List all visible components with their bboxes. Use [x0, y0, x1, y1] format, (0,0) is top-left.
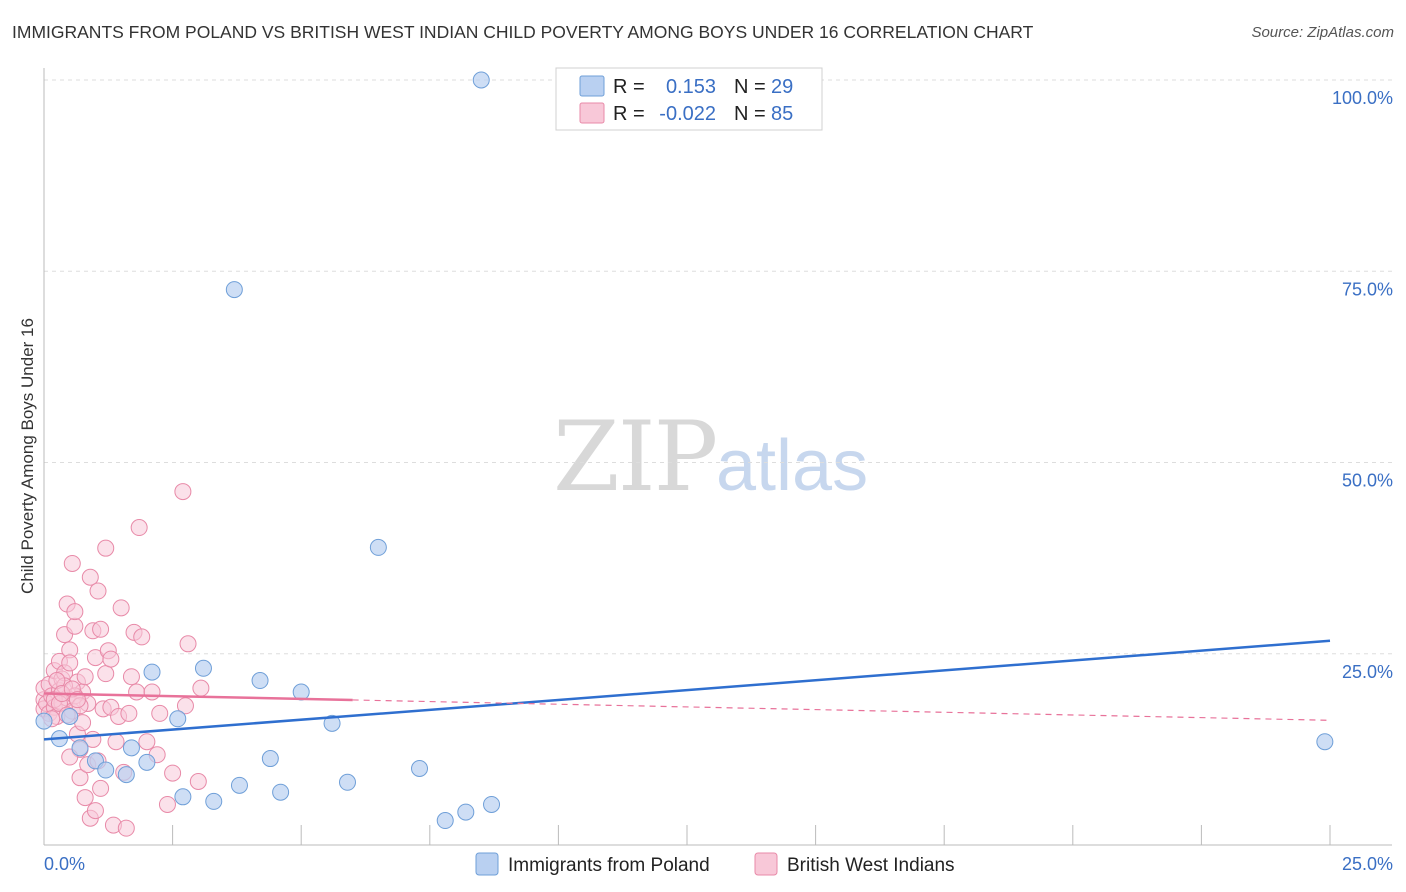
data-point-british-west-indians — [97, 665, 115, 683]
data-point-british-west-indians — [63, 554, 81, 572]
x-tick-label: 25.0% — [1342, 854, 1393, 874]
data-point-immigrants-from-poland — [61, 707, 79, 725]
legend-swatch-poland — [475, 852, 499, 876]
y-tick-label: 75.0% — [1342, 279, 1393, 299]
legend-swatch-pink — [579, 102, 605, 124]
data-point-british-west-indians — [120, 704, 138, 722]
data-point-british-west-indians — [86, 802, 104, 820]
legend-swatch-blue — [579, 75, 605, 97]
data-point-british-west-indians — [164, 764, 182, 782]
data-point-british-west-indians — [66, 617, 84, 635]
data-point-british-west-indians — [174, 483, 192, 501]
data-point-british-west-indians — [61, 654, 79, 672]
data-point-british-west-indians — [179, 635, 197, 653]
series-british-west-indians — [35, 483, 210, 837]
legend-r-value: 0.153 — [666, 76, 716, 98]
data-point-immigrants-from-poland — [1316, 733, 1334, 751]
trend-line-british-west-indians — [43, 692, 353, 702]
data-point-british-west-indians — [76, 668, 94, 686]
legend-r-label: R = — [613, 103, 645, 125]
data-point-immigrants-from-poland — [272, 783, 290, 801]
data-point-immigrants-from-poland — [194, 659, 212, 677]
data-point-british-west-indians — [189, 773, 207, 791]
data-point-immigrants-from-poland — [205, 792, 223, 810]
y-tick-labels: 25.0% 50.0% 75.0% 100.0% — [1332, 88, 1393, 682]
data-point-british-west-indians — [66, 603, 84, 621]
data-point-british-west-indians — [130, 519, 148, 537]
trend-line-immigrants-from-poland — [43, 639, 1331, 741]
data-point-immigrants-from-poland — [138, 753, 156, 771]
watermark: ZIP atlas — [553, 401, 868, 513]
data-point-immigrants-from-poland — [338, 773, 356, 791]
data-point-british-west-indians — [151, 704, 169, 722]
legend-swatch-bwi — [754, 852, 778, 876]
data-point-british-west-indians — [81, 568, 99, 586]
data-point-british-west-indians — [71, 769, 89, 787]
y-tick-label: 100.0% — [1332, 88, 1393, 108]
y-tick-label: 50.0% — [1342, 471, 1393, 491]
legend-label-bwi: British West Indians — [787, 855, 955, 876]
data-point-british-west-indians — [107, 733, 125, 751]
data-point-british-west-indians — [76, 789, 94, 807]
data-point-immigrants-from-poland — [472, 71, 490, 89]
data-point-immigrants-from-poland — [122, 739, 140, 757]
data-point-immigrants-from-poland — [369, 538, 387, 556]
axes — [43, 68, 1392, 846]
data-point-immigrants-from-poland — [71, 739, 89, 757]
data-point-british-west-indians — [143, 683, 161, 701]
data-point-british-west-indians — [89, 582, 107, 600]
legend-n-value: 29 — [771, 76, 793, 98]
watermark-atlas: atlas — [716, 426, 868, 506]
data-point-immigrants-from-poland — [483, 795, 501, 813]
data-point-british-west-indians — [117, 819, 135, 837]
y-axis-title: Child Poverty Among Boys Under 16 — [18, 318, 37, 594]
gridlines — [44, 79, 1392, 655]
data-point-immigrants-from-poland — [436, 812, 454, 830]
y-tick-label: 25.0% — [1342, 662, 1393, 682]
data-point-immigrants-from-poland — [169, 710, 187, 728]
watermark-zip: ZIP — [553, 401, 716, 513]
data-point-immigrants-from-poland — [323, 714, 341, 732]
legend-n-label: N = — [734, 103, 766, 125]
data-point-british-west-indians — [102, 650, 120, 668]
data-point-immigrants-from-poland — [411, 760, 429, 777]
data-point-immigrants-from-poland — [97, 761, 115, 779]
chart-title: IMMIGRANTS FROM POLAND VS BRITISH WEST I… — [12, 22, 1034, 42]
data-point-british-west-indians — [128, 683, 146, 701]
x-tick-labels: 0.0% 25.0% — [44, 854, 1393, 874]
data-point-british-west-indians — [176, 697, 194, 715]
data-point-british-west-indians — [97, 539, 115, 557]
x-tick-label: 0.0% — [44, 854, 85, 874]
data-point-immigrants-from-poland — [225, 281, 243, 299]
data-point-british-west-indians — [192, 679, 210, 697]
data-point-immigrants-from-poland — [457, 803, 475, 821]
data-point-british-west-indians — [68, 691, 86, 709]
data-point-british-west-indians — [112, 599, 130, 617]
series-immigrants-from-poland — [35, 71, 1334, 830]
data-point-immigrants-from-poland — [143, 663, 161, 681]
legend-r-label: R = — [613, 76, 645, 98]
data-point-british-west-indians — [92, 620, 110, 638]
data-point-immigrants-from-poland — [251, 672, 269, 690]
data-point-british-west-indians — [158, 795, 176, 813]
legend-label-poland: Immigrants from Poland — [508, 855, 710, 876]
data-point-immigrants-from-poland — [230, 776, 248, 794]
data-point-british-west-indians — [138, 733, 156, 751]
legend-n-label: N = — [734, 76, 766, 98]
series-legend: Immigrants from Poland British West Indi… — [475, 852, 955, 876]
data-point-british-west-indians — [92, 779, 110, 797]
trend-lines — [43, 639, 1331, 741]
source-credit: Source: ZipAtlas.com — [1251, 24, 1394, 41]
correlation-legend: R = 0.153 N = 29 R = -0.022 N = 85 — [555, 67, 823, 131]
trend-line-british-west-indians-extension — [352, 699, 1331, 721]
legend-r-value: -0.022 — [659, 103, 716, 125]
legend-n-value: 85 — [771, 103, 793, 125]
data-point-immigrants-from-poland — [35, 712, 53, 730]
data-point-british-west-indians — [133, 628, 151, 646]
data-point-immigrants-from-poland — [174, 788, 192, 806]
data-point-immigrants-from-poland — [261, 750, 279, 768]
data-point-immigrants-from-poland — [117, 766, 135, 784]
data-point-british-west-indians — [122, 668, 140, 686]
